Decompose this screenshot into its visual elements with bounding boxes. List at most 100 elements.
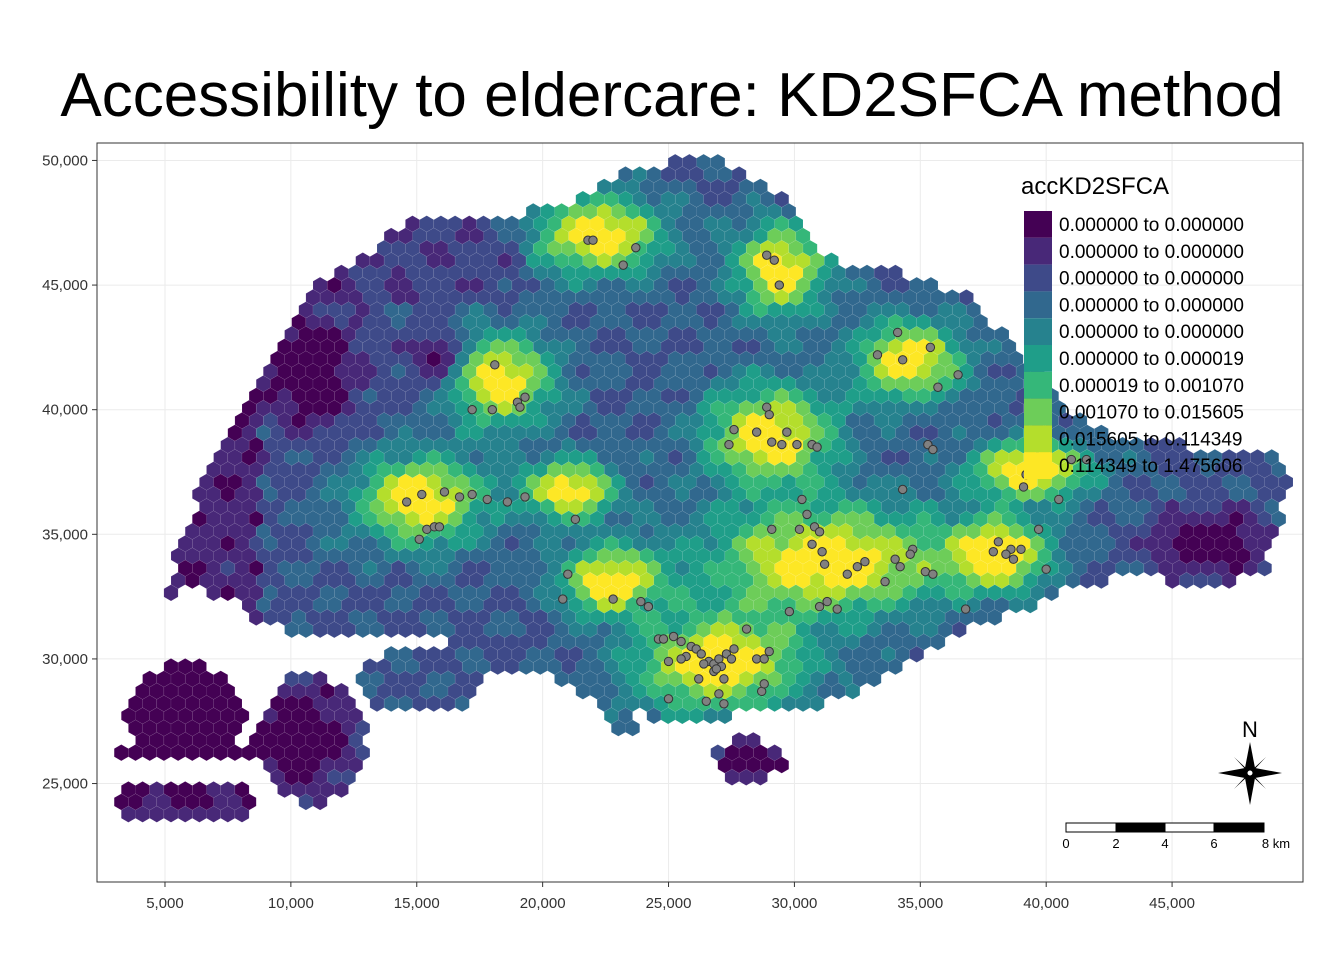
eldercare-point: [759, 654, 769, 664]
legend-swatch: [1024, 291, 1052, 319]
eldercare-point: [819, 559, 830, 569]
north-arrow: N: [1218, 717, 1282, 805]
legend-label: 0.000000 to 0.000000: [1059, 242, 1244, 263]
hexagon-cell: [845, 682, 861, 700]
x-axis-tick-label: 30,000: [771, 895, 817, 912]
eldercare-point: [520, 492, 530, 502]
hexagon-cell: [454, 695, 470, 712]
eldercare-point: [417, 489, 427, 500]
y-axis-tick-label: 40,000: [42, 402, 88, 419]
hexagon-cell: [163, 584, 179, 602]
eldercare-point: [668, 631, 679, 642]
hexagon-cell: [866, 670, 882, 688]
eldercare-point: [794, 524, 805, 535]
y-axis-tick-label: 50,000: [42, 152, 88, 169]
legend-swatch: [1024, 211, 1052, 238]
eldercare-point: [636, 596, 646, 607]
x-axis-tick-label: 5,000: [146, 895, 184, 912]
legend-swatch: [1024, 371, 1052, 399]
map-title: Accessibility to eldercare: KD2SFCA meth…: [60, 61, 1284, 130]
eldercare-point: [676, 636, 686, 647]
hexagon-cell: [1044, 584, 1059, 602]
hexagon-cell: [952, 621, 967, 639]
x-axis-tick-label: 25,000: [646, 895, 692, 912]
eldercare-point: [663, 694, 674, 704]
eldercare-point: [751, 427, 762, 437]
legend-label: 0.001070 to 0.015605: [1059, 403, 1244, 424]
eldercare-point: [719, 699, 729, 709]
legend-title: accKD2SFCA: [1021, 173, 1169, 200]
x-axis-tick-label: 15,000: [394, 895, 440, 912]
eldercare-point: [767, 437, 777, 447]
eldercare-point: [764, 646, 774, 657]
eldercare-point: [988, 547, 999, 557]
eldercare-point: [643, 601, 654, 612]
eldercare-point: [802, 509, 812, 520]
legend-label: 0.000000 to 0.000000: [1059, 322, 1244, 343]
legend-swatch: [1024, 398, 1052, 426]
eldercare-point: [774, 280, 785, 290]
eldercare-point: [880, 576, 890, 587]
eldercare-point: [558, 594, 568, 604]
north-arrow-label: N: [1242, 717, 1258, 742]
eldercare-point: [928, 444, 938, 455]
eldercare-point: [807, 539, 817, 549]
hexagon-layer: [113, 153, 1294, 823]
north-arrow-south-point: [1245, 773, 1255, 805]
x-axis-tick-label: 35,000: [897, 895, 943, 912]
eldercare-point: [658, 634, 669, 644]
eldercare-point: [895, 562, 905, 572]
hexagon-cell: [1221, 572, 1237, 589]
hexagon-cell: [753, 768, 768, 786]
eldercare-point: [1041, 564, 1051, 574]
y-axis-tick-label: 30,000: [42, 651, 88, 668]
x-axis-tick-label: 45,000: [1149, 895, 1195, 912]
eldercare-point: [467, 489, 477, 500]
eldercare-point: [724, 439, 734, 450]
eldercare-point: [905, 549, 915, 559]
eldercare-point: [842, 569, 852, 579]
eldercare-point: [454, 492, 465, 502]
map-axes: 5,000 10,000 15,000 20,000 25,000 30,000 35,00…: [42, 152, 1195, 912]
eldercare-point: [812, 442, 822, 452]
eldercare-point: [694, 674, 704, 684]
legend-swatch: [1024, 318, 1052, 345]
legend-swatch: [1024, 237, 1052, 265]
eldercare-point: [797, 494, 807, 505]
eldercare-point: [663, 656, 674, 667]
scale-bar-segment: [1065, 822, 1117, 833]
hexagon-cell: [1257, 559, 1272, 577]
eldercare-point: [515, 402, 525, 412]
hexagon-cell: [312, 793, 328, 811]
eldercare-point: [792, 439, 802, 450]
scale-bar-segment: [1115, 822, 1166, 833]
eldercare-point: [928, 569, 938, 579]
legend-label: 0.015605 to 0.114349: [1059, 429, 1243, 450]
hexagon-cell: [334, 781, 349, 799]
hexagon-cell: [930, 633, 946, 651]
eldercare-point: [777, 439, 787, 450]
eldercare-point: [925, 342, 936, 353]
eldercare-point: [1033, 524, 1044, 535]
eldercare-point: [759, 679, 769, 689]
eldercare-point: [817, 547, 827, 557]
legend-label: 0.000000 to 0.000000: [1059, 295, 1244, 316]
eldercare-point: [696, 649, 706, 659]
legend-label: 0.000019 to 0.001070: [1059, 376, 1244, 397]
eldercare-point: [414, 534, 424, 544]
eldercare-point: [711, 664, 722, 674]
eldercare-point: [852, 562, 863, 572]
legend-swatch: [1024, 425, 1052, 453]
eldercare-point: [467, 404, 477, 415]
eldercare-point: [1066, 454, 1077, 465]
eldercare-point: [487, 404, 497, 415]
north-arrow-center: [1246, 769, 1254, 777]
scale-bar-label: 6: [1210, 836, 1217, 851]
eldercare-point: [741, 624, 752, 634]
eldercare-point: [1054, 494, 1064, 505]
legend-label: 0.000000 to 0.000000: [1059, 269, 1244, 290]
scale-bar-label: 0: [1062, 836, 1069, 851]
eldercare-point: [860, 557, 870, 567]
scale-bar-label: 2: [1112, 836, 1119, 851]
